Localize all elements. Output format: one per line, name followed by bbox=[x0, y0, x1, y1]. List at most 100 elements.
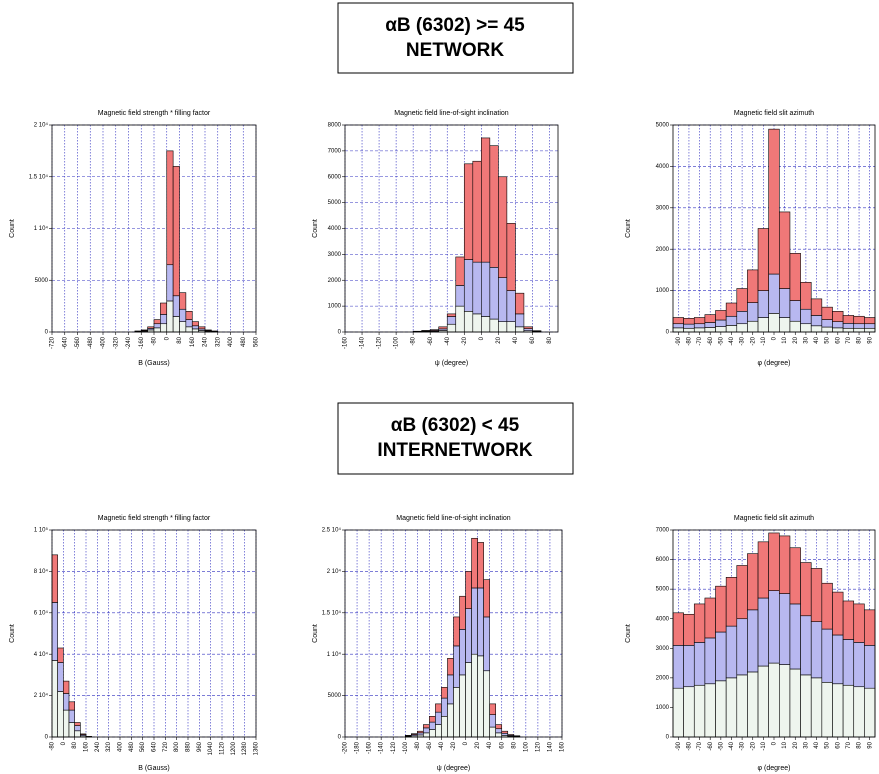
y-tick-label: 2000 bbox=[656, 247, 670, 253]
y-tick-label: 0 bbox=[45, 735, 49, 741]
bar-segment bbox=[74, 730, 81, 738]
bar-segment bbox=[810, 568, 823, 622]
x-tick-label: 800 bbox=[174, 741, 180, 752]
bar-segment bbox=[489, 714, 496, 728]
bar-segment bbox=[704, 637, 716, 685]
x-tick-label: -180 bbox=[355, 741, 361, 754]
bar-segment bbox=[704, 597, 716, 639]
bar-segment bbox=[459, 674, 466, 738]
bar-segment bbox=[789, 547, 801, 605]
x-tick-label: -400 bbox=[101, 336, 107, 349]
bar-segment bbox=[832, 683, 844, 738]
bar-segment bbox=[74, 722, 81, 726]
x-axis-label: B (Gauss) bbox=[138, 360, 170, 367]
x-tick-label: 40 bbox=[814, 741, 820, 748]
bar-segment bbox=[747, 302, 759, 322]
bar-segment bbox=[757, 317, 769, 333]
heading-box bbox=[337, 2, 574, 74]
x-tick-label: 1280 bbox=[242, 741, 248, 755]
x-tick-label: 70 bbox=[846, 336, 852, 343]
y-tick-label: 4000 bbox=[656, 164, 670, 170]
bar-segment bbox=[715, 319, 727, 327]
bar-segment bbox=[429, 715, 436, 723]
x-tick-label: -60 bbox=[708, 741, 714, 750]
y-tick-label: 1 10⁴ bbox=[34, 225, 49, 232]
bar-segment bbox=[166, 150, 174, 266]
x-tick-label: 40 bbox=[487, 741, 493, 748]
heading-line: αB (6302) < 45 bbox=[391, 415, 520, 436]
x-tick-label: 90 bbox=[867, 741, 873, 748]
chart-title: Magnetic field strength * filling factor bbox=[98, 515, 211, 522]
bar-segment bbox=[842, 600, 855, 640]
x-tick-label: -90 bbox=[676, 741, 682, 750]
bar-segment bbox=[198, 326, 206, 330]
x-tick-label: 880 bbox=[186, 741, 192, 752]
bar-segment bbox=[779, 211, 791, 289]
bar-segment bbox=[495, 728, 503, 734]
bar-segment bbox=[179, 292, 187, 310]
bar-segment bbox=[446, 316, 457, 325]
bar-segment bbox=[179, 321, 187, 333]
bar-segment bbox=[672, 612, 684, 646]
bar-segment bbox=[191, 325, 199, 330]
bar-segment bbox=[185, 319, 193, 328]
x-tick-label: 80 bbox=[177, 336, 183, 343]
bar-segment bbox=[153, 319, 161, 325]
bar-segment bbox=[481, 261, 491, 317]
bar-segment bbox=[489, 145, 499, 268]
bar-segment bbox=[779, 288, 791, 318]
bar-segment bbox=[523, 326, 533, 329]
x-tick-label: 10 bbox=[782, 741, 788, 748]
x-tick-label: -140 bbox=[360, 336, 366, 349]
y-axis-label: Count bbox=[625, 219, 632, 238]
bar-segment bbox=[447, 703, 454, 738]
y-tick-label: 4000 bbox=[656, 616, 670, 622]
bar-segment bbox=[810, 298, 823, 316]
y-tick-label: 1.5 10⁴ bbox=[322, 609, 342, 616]
bar-segment bbox=[747, 269, 759, 303]
bar-segment bbox=[204, 329, 212, 331]
bar-segment bbox=[842, 327, 855, 333]
bar-segment bbox=[672, 317, 684, 325]
x-tick-label: 0 bbox=[164, 336, 170, 340]
x-tick-label: 640 bbox=[152, 741, 158, 752]
bar-segment bbox=[853, 642, 865, 688]
bar-segment bbox=[842, 315, 855, 324]
bar-segment bbox=[832, 327, 844, 333]
bar-segment bbox=[429, 721, 436, 730]
x-tick-label: 560 bbox=[140, 741, 146, 752]
x-tick-label: 480 bbox=[241, 336, 247, 347]
x-axis-label: ψ (degree) bbox=[435, 360, 468, 367]
bar-segment bbox=[672, 645, 684, 689]
bar-segment bbox=[472, 313, 482, 333]
bar-segment bbox=[864, 317, 876, 325]
x-tick-label: -100 bbox=[403, 741, 409, 754]
bar-segment bbox=[715, 310, 727, 321]
bar-segment bbox=[172, 295, 180, 317]
bar-segment bbox=[736, 323, 748, 333]
bar-segment bbox=[747, 553, 759, 611]
bar-segment bbox=[789, 320, 801, 333]
x-tick-label: -80 bbox=[50, 741, 56, 750]
bar-segment bbox=[495, 724, 503, 730]
bar-segment bbox=[704, 314, 716, 323]
bar-segment bbox=[800, 308, 812, 325]
x-tick-label: 320 bbox=[106, 741, 112, 752]
bar-segment bbox=[465, 571, 472, 609]
y-tick-label: 0 bbox=[338, 735, 342, 741]
bar-segment bbox=[465, 608, 472, 663]
bar-segment bbox=[853, 327, 865, 333]
bar-segment bbox=[441, 687, 448, 699]
y-tick-label: 1000 bbox=[656, 705, 670, 711]
x-tick-label: 960 bbox=[197, 741, 203, 752]
bar-segment bbox=[506, 290, 516, 322]
bar-segment bbox=[423, 732, 430, 738]
x-tick-label: 1040 bbox=[208, 741, 214, 755]
x-tick-label: 1200 bbox=[231, 741, 237, 755]
x-tick-label: 80 bbox=[857, 741, 863, 748]
bar-segment bbox=[453, 616, 460, 647]
plot-frame bbox=[344, 124, 559, 333]
plot-frame bbox=[672, 529, 876, 738]
x-tick-label: 30 bbox=[803, 336, 809, 343]
x-tick-label: -30 bbox=[740, 741, 746, 750]
